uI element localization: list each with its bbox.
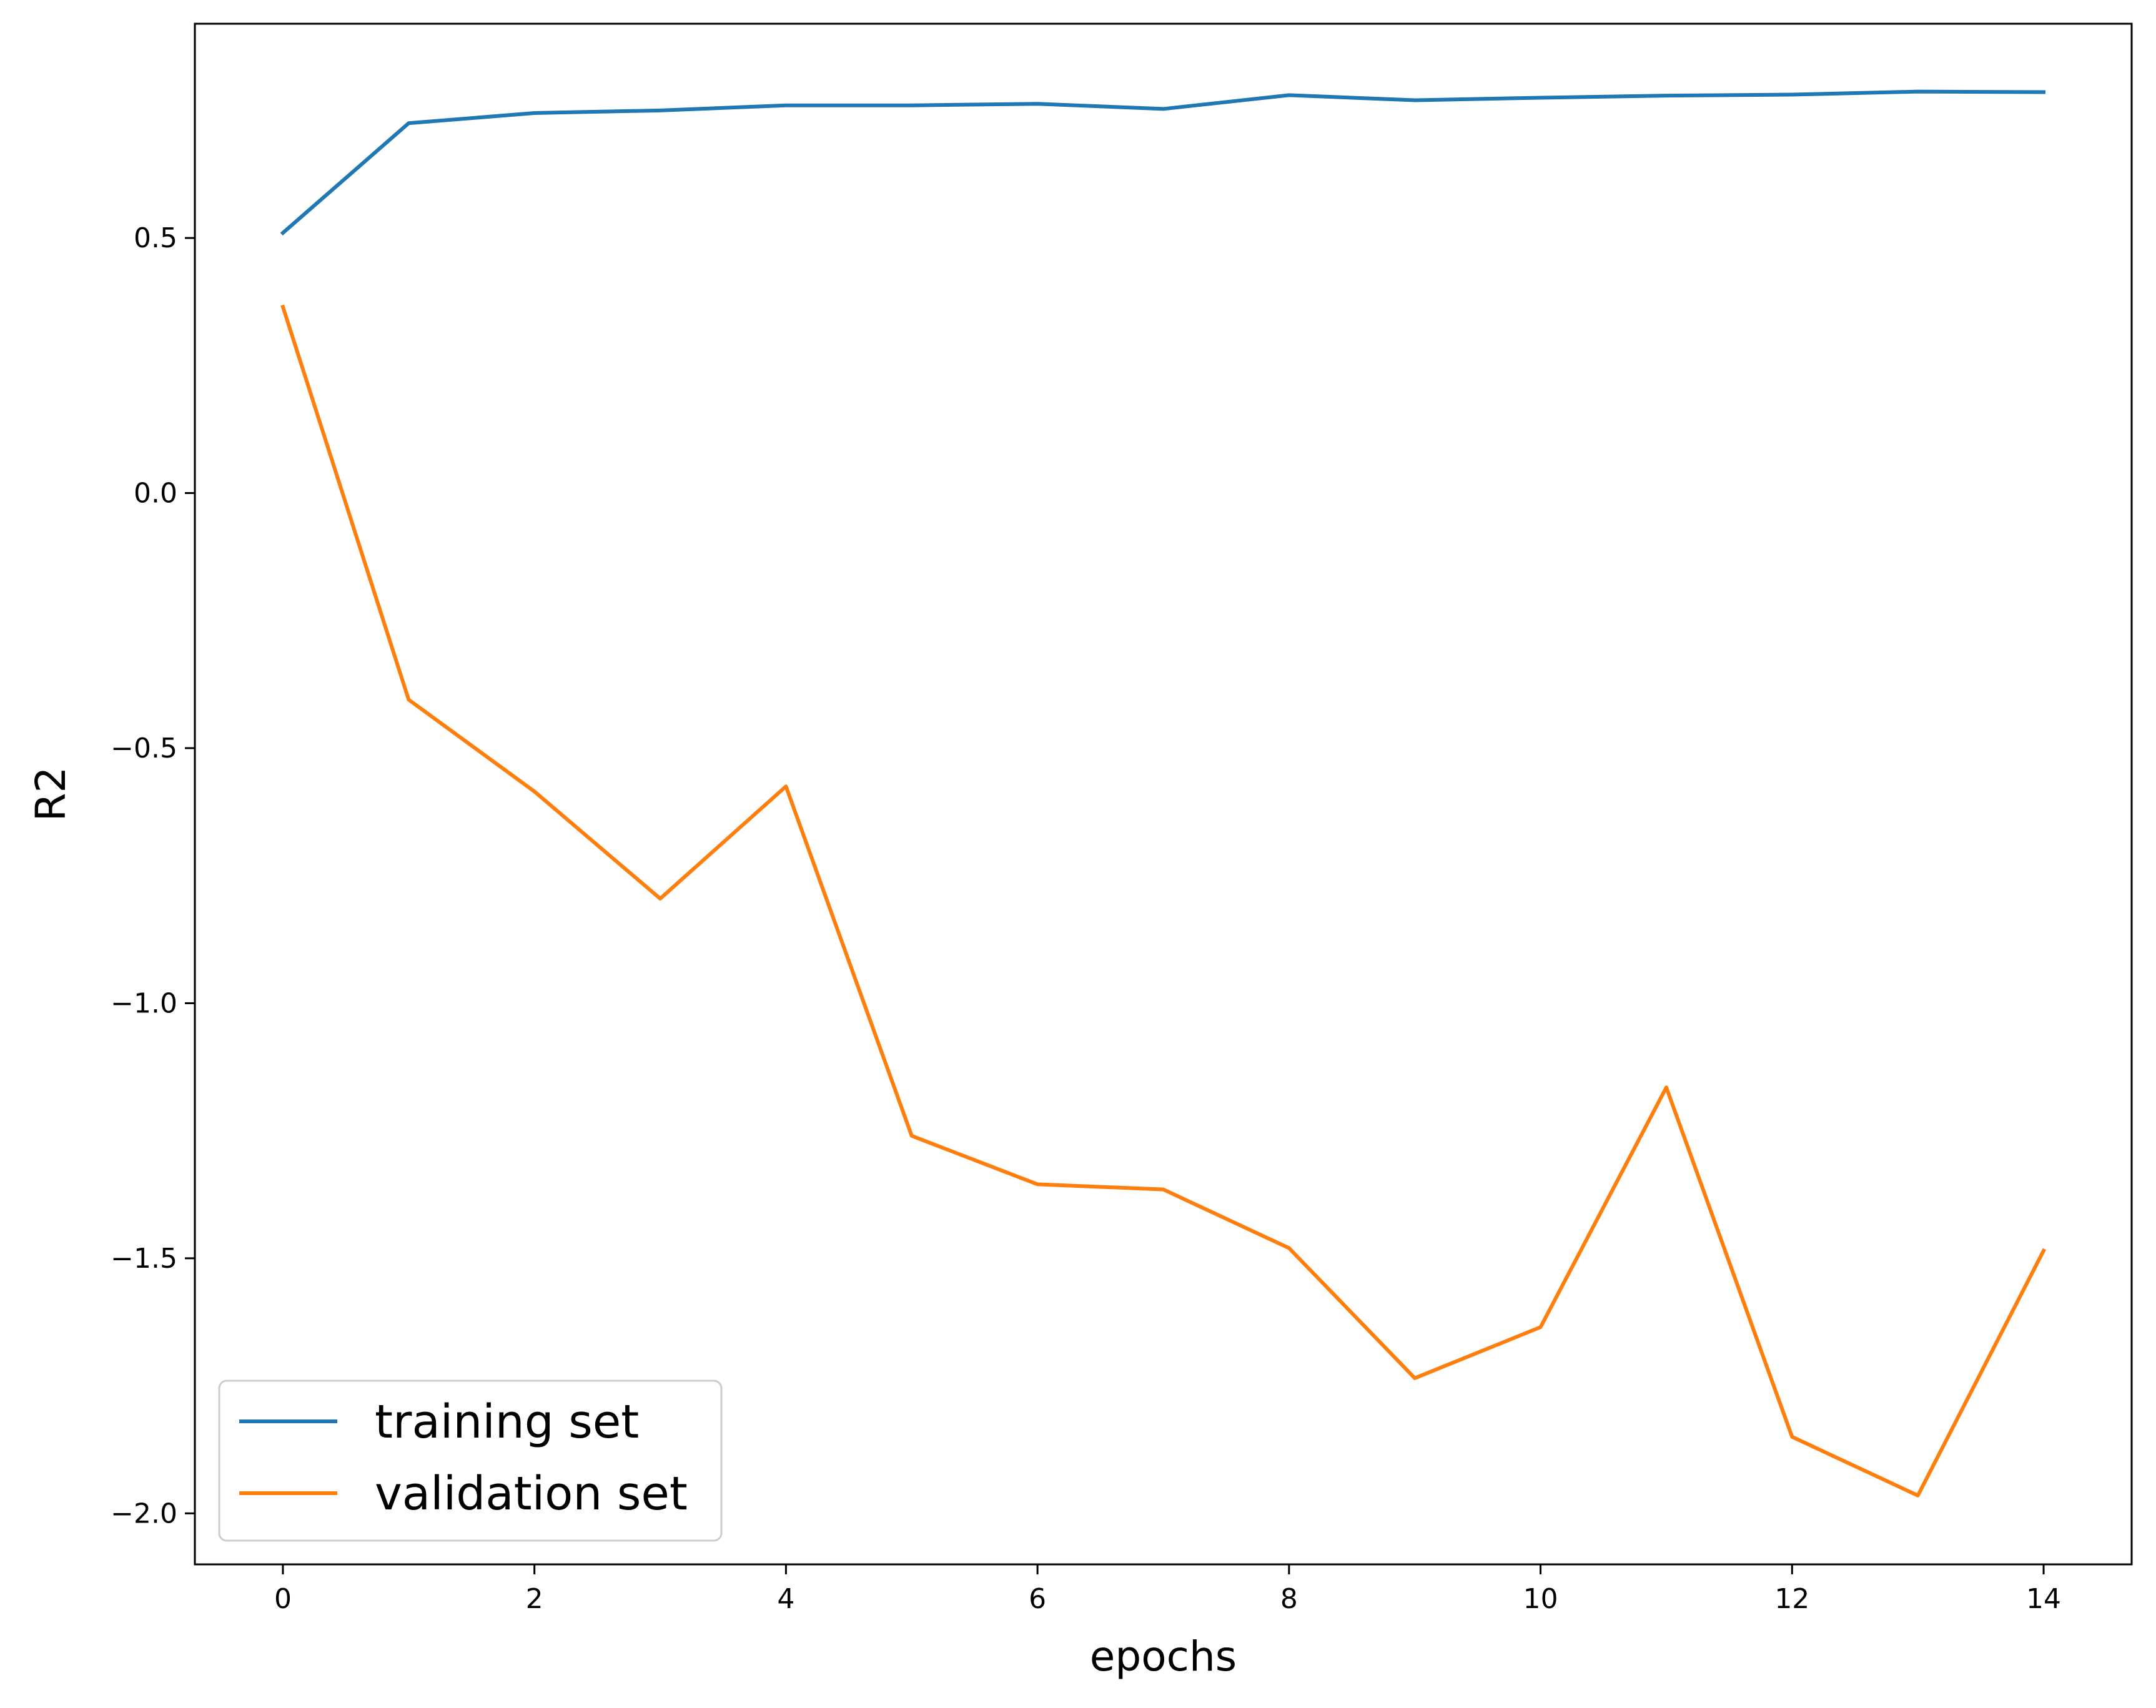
- x-axis: 0 2 4 6 8 10 12 14: [274, 1564, 2061, 1615]
- x-tick-label: 6: [1029, 1583, 1046, 1615]
- legend-label: training set: [375, 1395, 639, 1449]
- x-tick-label: 0: [274, 1583, 292, 1615]
- y-tick-label: −1.0: [111, 987, 177, 1019]
- x-tick-label: 12: [1774, 1583, 1809, 1615]
- x-axis-label: epochs: [1090, 1632, 1237, 1681]
- y-tick-label: −2.0: [111, 1498, 177, 1529]
- x-tick-label: 10: [1523, 1583, 1558, 1615]
- x-tick-label: 8: [1280, 1583, 1298, 1615]
- x-tick-label: 14: [2026, 1583, 2061, 1615]
- y-tick-label: 0.5: [134, 222, 177, 254]
- y-axis-label: R2: [27, 767, 75, 822]
- series-layer: [280, 89, 2047, 1498]
- y-tick-label: −0.5: [111, 733, 177, 764]
- legend: training set validation set: [218, 1380, 723, 1542]
- series-line-training-set: [280, 89, 2046, 236]
- series-line-validation-set: [280, 304, 2047, 1498]
- y-tick-label: −1.5: [111, 1243, 177, 1275]
- y-axis: 0.5 0.0 −0.5 −1.0 −1.5 −2.0: [111, 222, 195, 1529]
- y-tick-label: 0.0: [134, 478, 177, 510]
- axes-frame: [194, 22, 2133, 1566]
- legend-label: validation set: [375, 1467, 688, 1521]
- legend-box: [218, 1380, 723, 1542]
- x-tick-label: 2: [526, 1583, 543, 1615]
- x-tick-label: 4: [777, 1583, 794, 1615]
